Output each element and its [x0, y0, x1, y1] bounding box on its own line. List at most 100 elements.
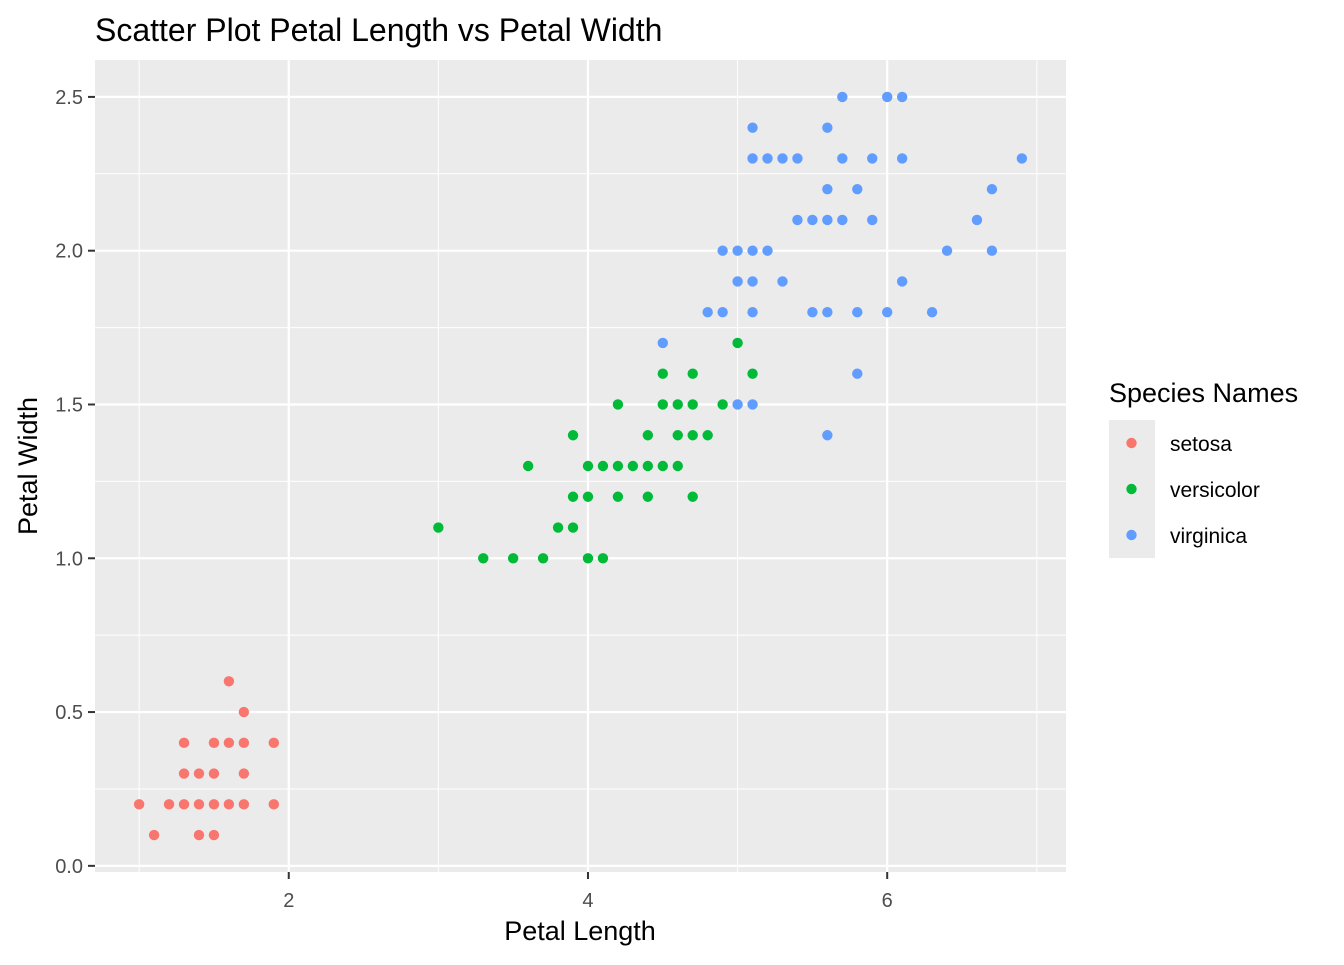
point-versicolor — [567, 522, 579, 533]
point-versicolor — [627, 460, 639, 472]
point-virginica — [837, 214, 848, 226]
point-virginica — [747, 122, 758, 133]
point-virginica — [896, 276, 908, 287]
point-versicolor — [433, 522, 444, 533]
point-virginica — [837, 91, 848, 103]
legend: Species Names setosa versicolor virginica — [1109, 378, 1298, 558]
point-versicolor — [478, 553, 489, 564]
point-versicolor — [702, 430, 713, 441]
point-setosa — [133, 799, 145, 810]
point-versicolor — [672, 399, 683, 410]
point-virginica — [822, 214, 833, 226]
point-versicolor — [612, 491, 624, 502]
point-versicolor — [507, 553, 519, 564]
point-virginica — [717, 245, 728, 256]
point-setosa — [163, 799, 175, 810]
point-versicolor — [687, 491, 698, 502]
point-virginica — [941, 245, 953, 256]
legend-label-virginica: virginica — [1170, 525, 1247, 548]
legend-label-versicolor: versicolor — [1170, 479, 1260, 502]
point-virginica — [747, 153, 758, 164]
x-tick-label: 6 — [882, 890, 893, 912]
point-virginica — [837, 153, 848, 164]
point-virginica — [822, 430, 833, 441]
point-versicolor — [642, 491, 654, 502]
major-gridlines — [95, 60, 1066, 872]
point-setosa — [208, 737, 220, 749]
point-versicolor — [717, 399, 728, 410]
point-versicolor — [657, 399, 668, 410]
point-versicolor — [597, 460, 609, 472]
point-virginica — [882, 91, 893, 103]
point-virginica — [792, 153, 803, 164]
point-virginica — [822, 183, 833, 195]
point-virginica — [807, 307, 818, 318]
point-virginica — [762, 153, 773, 164]
point-versicolor — [642, 430, 654, 441]
y-tick-label: 0.0 — [55, 856, 83, 878]
point-versicolor — [567, 491, 579, 502]
point-virginica — [702, 307, 713, 318]
x-tick-label: 4 — [582, 890, 593, 912]
point-versicolor — [597, 553, 609, 564]
point-versicolor — [642, 460, 654, 472]
point-setosa — [208, 829, 220, 841]
point-setosa — [178, 737, 190, 749]
point-virginica — [732, 245, 743, 256]
point-virginica — [986, 183, 998, 195]
x-tick-label: 2 — [283, 890, 294, 912]
point-setosa — [268, 799, 279, 810]
point-versicolor — [567, 430, 579, 441]
legend-swatch-versicolor — [1126, 483, 1137, 495]
legend-swatch-setosa — [1126, 437, 1137, 449]
point-versicolor — [537, 553, 549, 564]
point-virginica — [822, 307, 833, 318]
point-virginica — [852, 307, 863, 318]
point-virginica — [822, 122, 833, 133]
point-virginica — [896, 153, 908, 164]
point-versicolor — [582, 553, 594, 564]
point-virginica — [657, 337, 668, 349]
y-axis-title: Petal Width — [13, 397, 43, 535]
point-versicolor — [747, 368, 758, 379]
point-virginica — [867, 153, 878, 164]
point-virginica — [747, 276, 758, 287]
x-axis-title: Petal Length — [504, 916, 656, 946]
point-versicolor — [732, 337, 743, 349]
point-virginica — [717, 307, 728, 318]
point-virginica — [896, 91, 908, 103]
point-virginica — [732, 276, 743, 287]
point-versicolor — [612, 399, 624, 410]
point-setosa — [238, 737, 250, 749]
y-tick-label: 2.5 — [55, 87, 83, 109]
y-tick-label: 1.5 — [55, 394, 83, 416]
point-virginica — [747, 399, 758, 410]
minor-gridlines — [95, 60, 1066, 872]
y-tick-label: 2.0 — [55, 241, 83, 263]
point-setosa — [193, 799, 205, 810]
point-setosa — [268, 737, 279, 749]
point-virginica — [777, 276, 788, 287]
point-versicolor — [687, 368, 698, 379]
point-versicolor — [687, 430, 698, 441]
point-versicolor — [582, 491, 594, 502]
point-virginica — [852, 183, 863, 195]
point-virginica — [762, 245, 773, 256]
point-virginica — [971, 214, 983, 226]
plot-panel — [95, 60, 1066, 872]
point-virginica — [732, 399, 743, 410]
point-versicolor — [612, 460, 624, 472]
point-versicolor — [552, 522, 564, 533]
point-setosa — [223, 799, 235, 810]
point-setosa — [223, 737, 235, 749]
legend-title: Species Names — [1109, 378, 1298, 408]
point-setosa — [178, 768, 190, 779]
point-virginica — [747, 307, 758, 318]
point-versicolor — [672, 430, 683, 441]
point-virginica — [777, 153, 788, 164]
point-versicolor — [672, 460, 683, 472]
point-virginica — [882, 307, 893, 318]
point-setosa — [193, 829, 205, 841]
point-setosa — [238, 768, 250, 779]
